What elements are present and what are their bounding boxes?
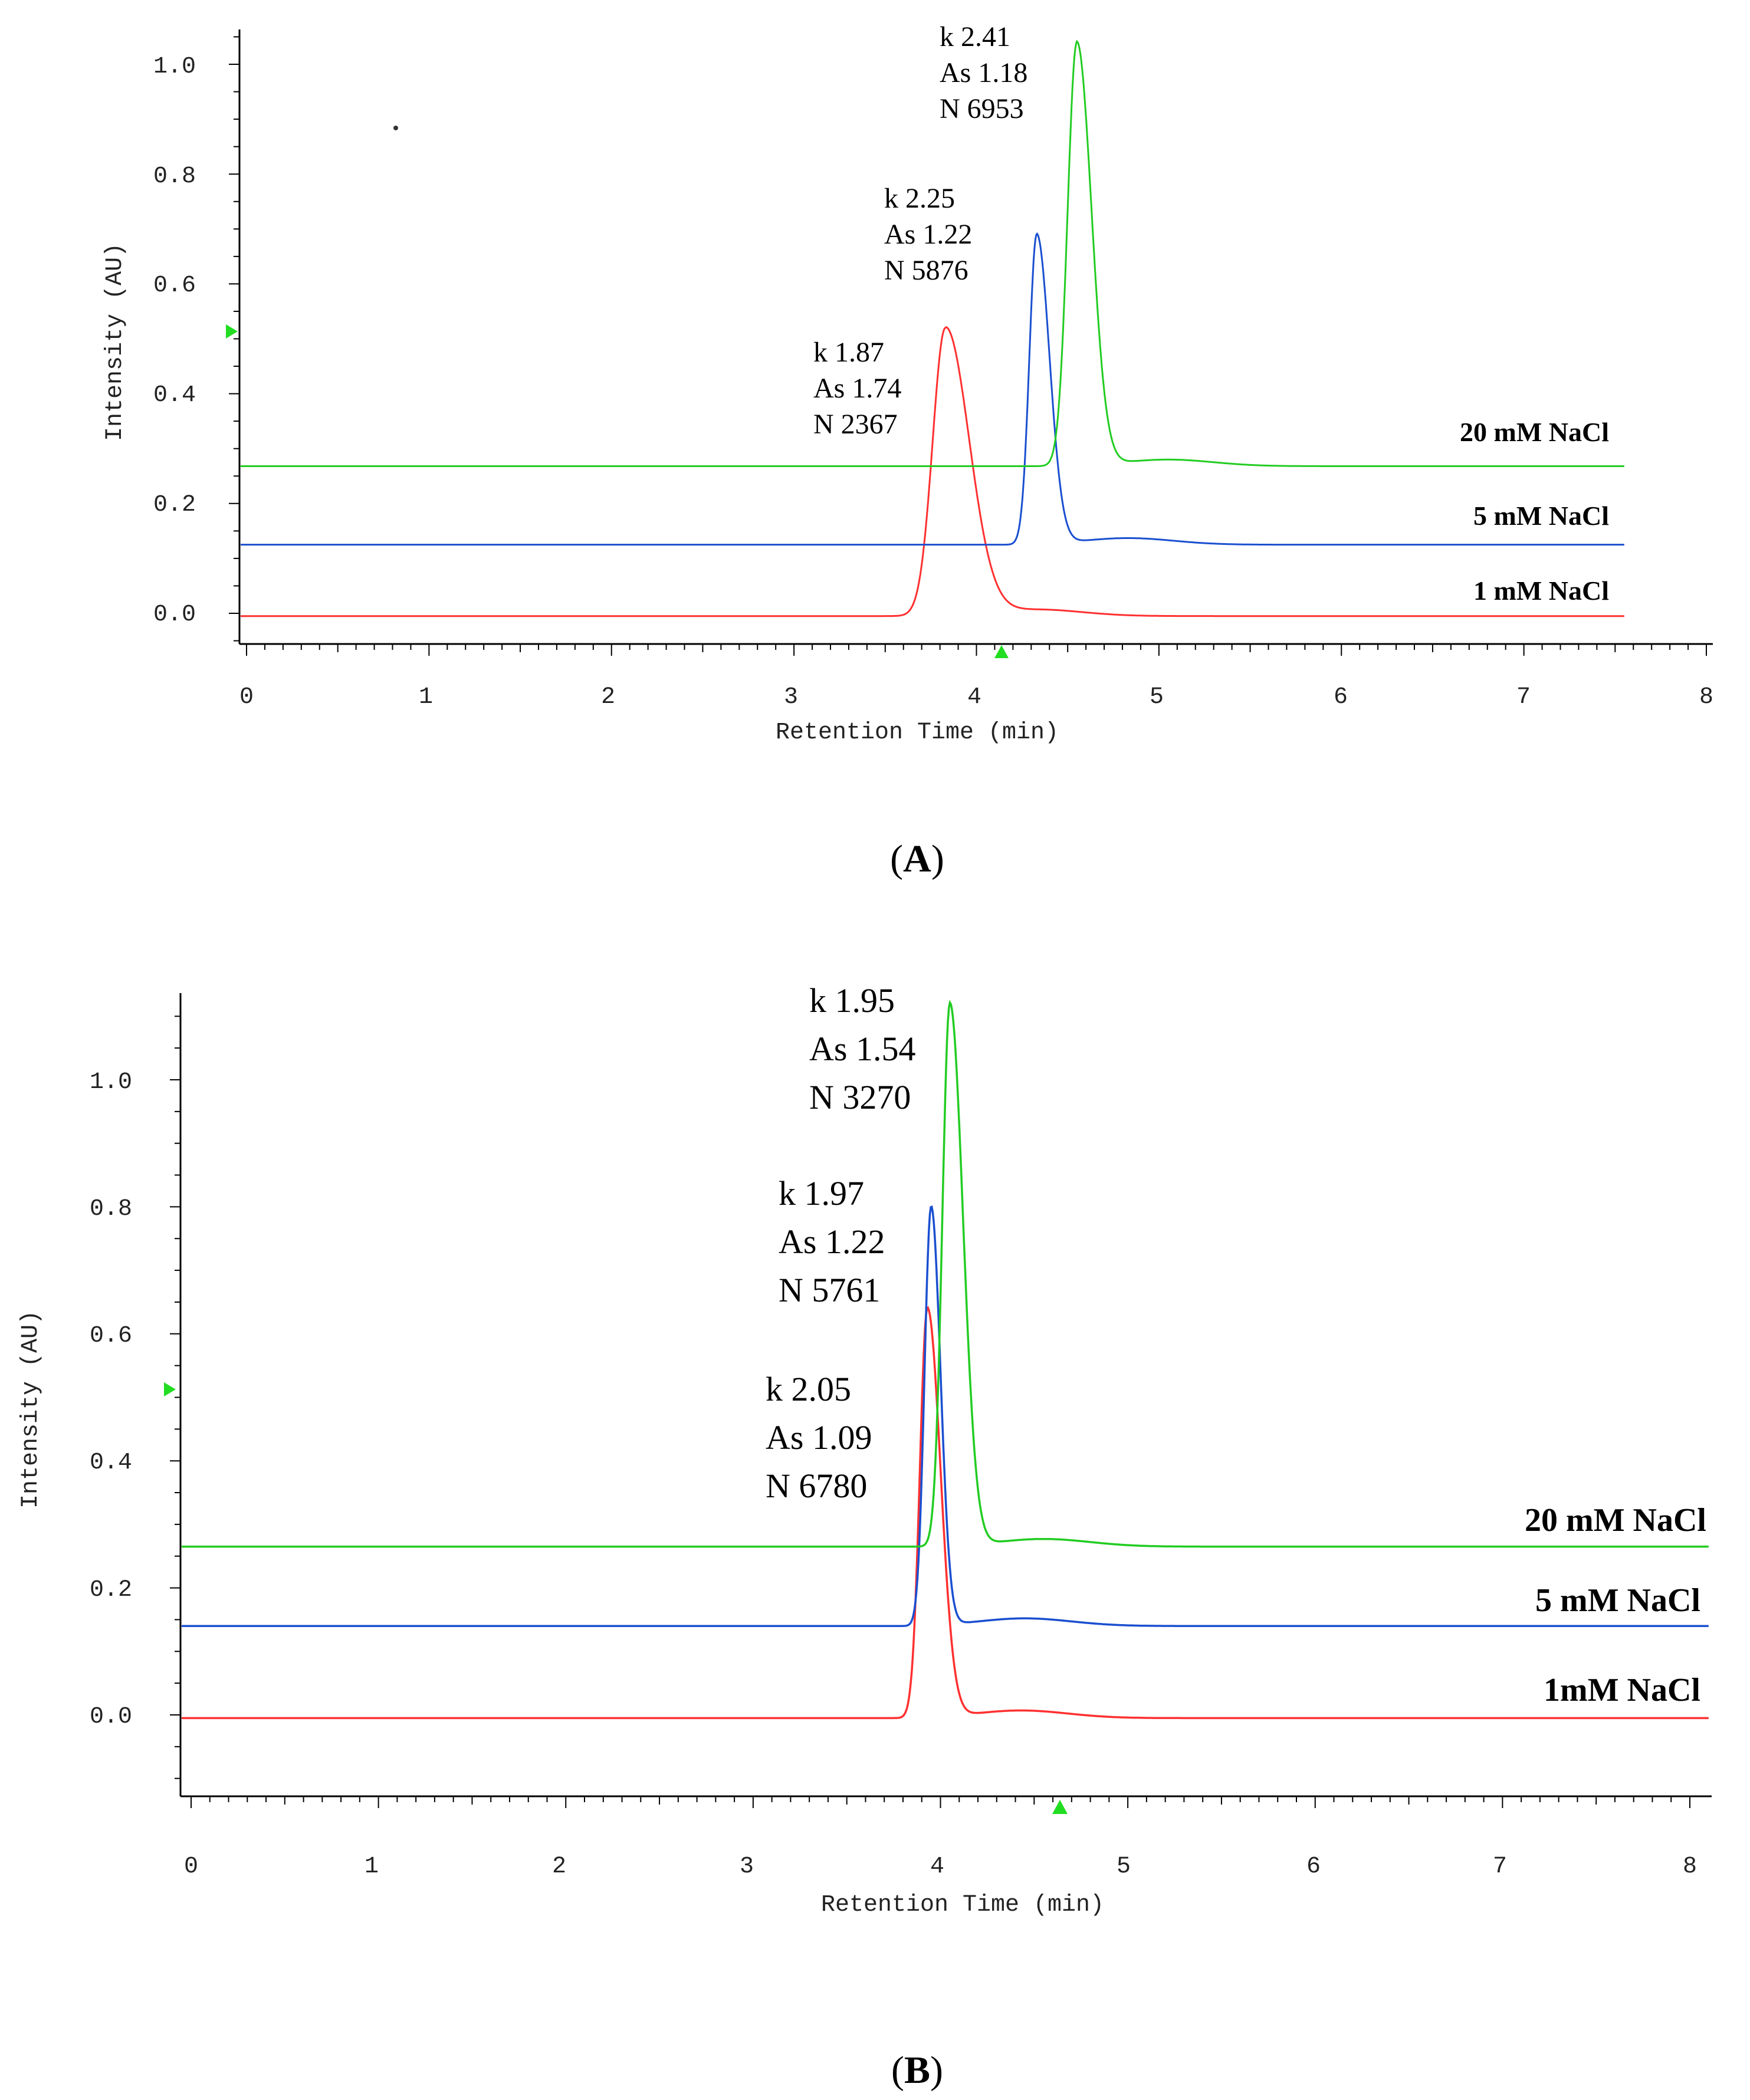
annotation-n: N 6780 — [766, 1467, 867, 1505]
annotation-n: N 2367 — [813, 409, 898, 440]
y-tick-labels: 0.0 0.2 0.4 0.6 0.8 1.0 — [90, 1069, 132, 1730]
series-line-20-mm-nacl — [241, 40, 1624, 467]
y-tick-label: 1.0 — [90, 1069, 132, 1096]
x-tick-label: 8 — [1683, 1853, 1697, 1880]
panel-label-a: (A) — [890, 837, 944, 880]
x-tick-label: 0 — [184, 1853, 198, 1880]
y-tick-labels: 0.0 0.2 0.4 0.6 0.8 1.0 — [153, 54, 196, 628]
x-tick-label: 5 — [1150, 684, 1164, 711]
peak-annotation-1mm: k 1.87 As 1.74 N 2367 — [813, 337, 901, 440]
x-tick-label: 7 — [1516, 684, 1531, 711]
annotation-n: N 5761 — [779, 1271, 880, 1309]
annotation-k: k 1.87 — [813, 337, 884, 368]
annotation-as: As 1.18 — [940, 57, 1027, 88]
annotation-k: k 2.05 — [766, 1370, 851, 1408]
x-tick-label: 3 — [740, 1853, 754, 1880]
peak-annotation-20mm: k 2.41 As 1.18 N 6953 — [940, 21, 1027, 124]
annotation-as: As 1.22 — [779, 1222, 885, 1261]
x-tick-label: 5 — [1117, 1853, 1131, 1880]
series-label-1mm: 1 mM NaCl — [1473, 576, 1609, 606]
series-label-20mm: 20 mM NaCl — [1525, 1502, 1706, 1539]
series-line-1-mm-nacl — [241, 326, 1624, 617]
x-axis-title: Retention Time (min) — [821, 1892, 1104, 1918]
y-tick-label: 0.6 — [90, 1323, 132, 1349]
x-tick-label: 2 — [601, 684, 615, 711]
y-tick-label: 0.2 — [153, 492, 196, 518]
x-tick-label: 6 — [1306, 1853, 1321, 1880]
y-tick-label: 0.0 — [153, 602, 196, 628]
panel-letter: A — [903, 837, 931, 880]
peak-annotation-20mm: k 1.95 As 1.54 N 3270 — [809, 981, 915, 1116]
plot-area — [229, 29, 1713, 656]
y-tick-label: 0.2 — [90, 1577, 132, 1603]
annotation-n: N 6953 — [940, 93, 1024, 124]
x-tick-label: 1 — [365, 1853, 379, 1880]
x-tick-label: 3 — [784, 684, 798, 711]
peak-annotation-1mm: k 2.05 As 1.09 N 6780 — [766, 1370, 872, 1505]
x-tick-labels: 0 1 2 3 4 5 6 7 8 — [184, 1853, 1697, 1880]
peak-annotation-5mm: k 1.97 As 1.22 N 5761 — [779, 1174, 885, 1309]
y-tick-label: 0.6 — [153, 272, 196, 299]
x-tick-label: 0 — [239, 684, 254, 711]
series-line-20-mm-nacl — [182, 1000, 1709, 1548]
y-tick-label: 0.8 — [153, 163, 196, 190]
x-tick-labels: 0 1 2 3 4 5 6 7 8 — [239, 684, 1713, 711]
annotation-n: N 5876 — [884, 255, 968, 286]
x-tick-label: 7 — [1493, 1853, 1507, 1880]
cursor-marker-icon — [994, 645, 1009, 658]
x-tick-label: 4 — [930, 1853, 944, 1880]
series-label-5mm: 5 mM NaCl — [1535, 1582, 1700, 1619]
y-tick-label: 0.4 — [153, 382, 196, 409]
series-line-5-mm-nacl — [241, 232, 1624, 546]
y-axis-title: Intensity (AU) — [18, 1310, 44, 1509]
start-marker-icon — [164, 1382, 176, 1396]
annotation-as: As 1.22 — [884, 219, 972, 250]
chart-panel-b: 0.0 0.2 0.4 0.6 0.8 1.0 0 1 2 3 4 5 6 7 … — [18, 981, 1712, 2092]
panel-label-b: (B) — [891, 2049, 943, 2092]
annotation-as: As 1.74 — [813, 373, 901, 404]
x-tick-label: 6 — [1334, 684, 1348, 711]
series-line-5-mm-nacl — [182, 1205, 1709, 1627]
annotation-k: k 1.95 — [809, 981, 895, 1020]
x-axis-title: Retention Time (min) — [776, 719, 1059, 746]
x-tick-label: 1 — [419, 684, 433, 711]
annotation-n: N 3270 — [809, 1078, 911, 1116]
stray-dot — [393, 126, 398, 130]
y-tick-label: 0.4 — [90, 1450, 132, 1476]
series-label-1mm: 1mM NaCl — [1544, 1672, 1700, 1708]
x-tick-label: 8 — [1699, 684, 1713, 711]
panel-letter: B — [904, 2049, 930, 2092]
plot-area — [170, 993, 1712, 1808]
chart-panel-a: 0.0 0.2 0.4 0.6 0.8 1.0 0 1 2 3 4 5 6 7 … — [102, 21, 1713, 880]
x-tick-label: 4 — [967, 684, 981, 711]
series-label-5mm: 5 mM NaCl — [1473, 501, 1609, 531]
y-tick-label: 0.8 — [90, 1196, 132, 1222]
series-label-20mm: 20 mM NaCl — [1460, 417, 1609, 447]
y-axis-title: Intensity (AU) — [102, 243, 129, 441]
start-marker-icon — [226, 324, 238, 339]
annotation-as: As 1.09 — [766, 1418, 872, 1457]
x-tick-label: 2 — [552, 1853, 566, 1880]
y-tick-label: 1.0 — [153, 54, 196, 80]
annotation-as: As 1.54 — [809, 1030, 915, 1068]
annotation-k: k 1.97 — [779, 1174, 864, 1212]
peak-annotation-5mm: k 2.25 As 1.22 N 5876 — [884, 183, 972, 286]
series-line-1mm-nacl — [182, 1306, 1709, 1720]
annotation-k: k 2.41 — [940, 21, 1010, 52]
annotation-k: k 2.25 — [884, 183, 955, 214]
cursor-marker-icon — [1052, 1800, 1068, 1814]
y-tick-label: 0.0 — [90, 1704, 132, 1730]
